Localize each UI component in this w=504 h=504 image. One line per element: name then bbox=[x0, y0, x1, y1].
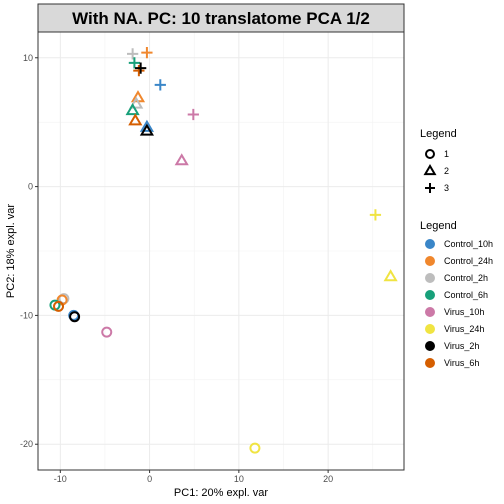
grid-lines bbox=[38, 32, 404, 470]
y-tick-label: 10 bbox=[23, 53, 33, 63]
data-point bbox=[174, 153, 189, 166]
data-point bbox=[249, 442, 261, 454]
color-legend-label: Control_24h bbox=[444, 256, 493, 266]
color-legend-label: Control_2h bbox=[444, 273, 488, 283]
color-legend-label: Virus_10h bbox=[444, 307, 484, 317]
shape-legend-key bbox=[425, 149, 435, 159]
x-tick-label: 10 bbox=[234, 474, 244, 484]
color-legend-label: Control_10h bbox=[444, 239, 493, 249]
data-point bbox=[154, 79, 166, 91]
color-legend-key bbox=[425, 273, 435, 283]
title-strip bbox=[37, 3, 405, 33]
data-point bbox=[53, 300, 65, 312]
color-legend-key bbox=[425, 256, 435, 266]
color-legend-key bbox=[425, 290, 435, 300]
shape-legend-label: 3 bbox=[444, 183, 449, 193]
data-point bbox=[125, 102, 140, 116]
color-legend: Legend Control_10h Control_24h Control_2… bbox=[420, 220, 493, 368]
y-tick-label: 0 bbox=[28, 182, 33, 192]
data-point bbox=[101, 326, 113, 338]
color-legend-key bbox=[425, 324, 435, 334]
x-tick-label: -10 bbox=[54, 474, 67, 484]
data-point bbox=[126, 48, 139, 60]
data-point bbox=[69, 311, 81, 323]
data-point bbox=[187, 108, 199, 121]
color-legend-label: Virus_24h bbox=[444, 324, 484, 334]
data-point bbox=[141, 46, 153, 59]
data-point bbox=[133, 65, 145, 77]
data-point bbox=[383, 269, 398, 282]
x-axis-label: PC1: 20% expl. var bbox=[174, 487, 268, 499]
data-points bbox=[49, 46, 398, 454]
data-point bbox=[139, 119, 154, 132]
axis-ticks: -10 0 10 20 -20 -10 0 10 bbox=[20, 53, 333, 484]
data-point bbox=[369, 209, 382, 221]
color-legend-key bbox=[425, 341, 435, 351]
shape-legend: Legend 1 2 3 bbox=[420, 128, 457, 193]
data-point bbox=[139, 123, 154, 136]
shape-legend-title: Legend bbox=[420, 128, 457, 140]
y-tick-label: -20 bbox=[20, 439, 33, 449]
y-tick-label: -10 bbox=[20, 310, 33, 320]
color-legend-key bbox=[425, 239, 435, 249]
color-legend-label: Virus_2h bbox=[444, 341, 479, 351]
data-point bbox=[129, 96, 144, 109]
shape-legend-key bbox=[423, 164, 437, 176]
data-point bbox=[135, 62, 147, 74]
color-legend-label: Virus_6h bbox=[444, 358, 479, 368]
plot-border bbox=[37, 31, 405, 471]
shape-legend-label: 1 bbox=[444, 149, 449, 159]
color-legend-key bbox=[425, 307, 435, 317]
color-legend-title: Legend bbox=[420, 220, 457, 232]
shape-legend-key bbox=[425, 183, 435, 193]
color-legend-label: Control_6h bbox=[444, 290, 488, 300]
color-legend-key bbox=[425, 358, 435, 368]
x-tick-label: 0 bbox=[147, 474, 152, 484]
y-axis-label: PC2: 18% expl. var bbox=[5, 204, 17, 298]
data-point bbox=[128, 113, 143, 126]
shape-legend-label: 2 bbox=[444, 166, 449, 176]
chart-title: With NA. PC: 10 translatome PCA 1/2 bbox=[72, 9, 370, 28]
x-tick-label: 20 bbox=[323, 474, 333, 484]
data-point bbox=[128, 57, 141, 69]
